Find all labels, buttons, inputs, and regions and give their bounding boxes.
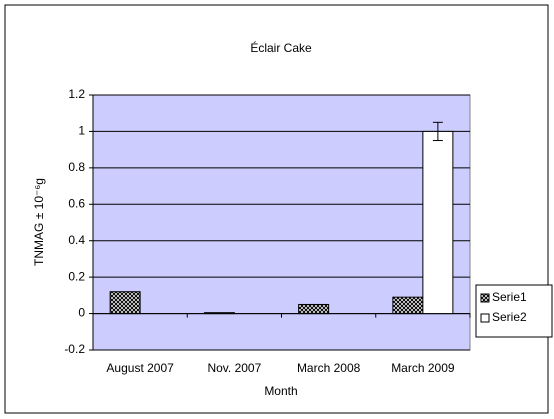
bar [203, 312, 235, 315]
y-tick-label: 0.6 [68, 196, 85, 210]
x-tick-label: Nov. 2007 [207, 361, 262, 375]
x-tick-label: August 2007 [106, 361, 174, 375]
y-tick-label: 0.2 [68, 269, 85, 283]
bar [298, 303, 330, 315]
legend-label: Serie2 [492, 310, 527, 324]
x-tick-label: March 2008 [296, 361, 361, 375]
bar [109, 291, 141, 315]
bar [392, 296, 424, 315]
y-tick-label: -0.2 [64, 342, 85, 356]
y-tick-label: 1 [78, 124, 85, 138]
chart-title: Éclair Cake [250, 40, 312, 55]
y-axis-label: TNMAG ± 10⁻⁶g [32, 178, 46, 266]
x-tick-label: March 2009 [391, 361, 455, 375]
x-axis-label: Month [264, 384, 297, 398]
y-tick-label: 1.2 [68, 87, 85, 101]
y-tick-label: 0 [78, 306, 85, 320]
bar [422, 130, 454, 315]
y-tick-label: 0.8 [68, 160, 85, 174]
legend-swatch [480, 313, 490, 323]
y-tick-label: 0.4 [68, 233, 85, 247]
legend-swatch [480, 293, 490, 303]
legend-label: Serie1 [492, 290, 527, 304]
